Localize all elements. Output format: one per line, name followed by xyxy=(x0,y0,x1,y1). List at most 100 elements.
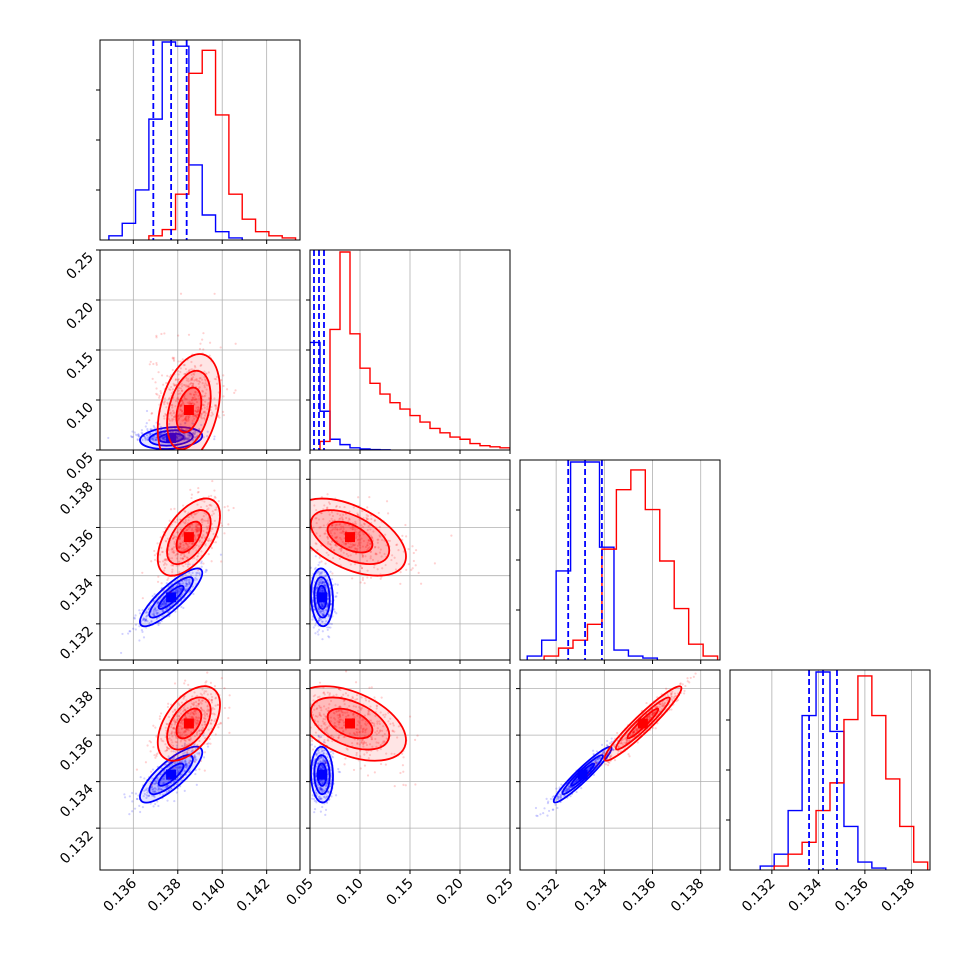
scatter-point-red xyxy=(170,392,173,395)
scatter-point-red xyxy=(361,578,364,582)
scatter-point-red xyxy=(196,413,199,416)
scatter-point-red xyxy=(181,578,184,581)
scatter-point-blue xyxy=(136,438,139,441)
scatter-point-blue xyxy=(178,587,182,590)
scatter-point-red xyxy=(172,536,175,539)
scatter-point-blue xyxy=(173,799,176,803)
scatter-point-blue xyxy=(195,783,198,786)
scatter-point-blue xyxy=(575,790,578,794)
scatter-point-red xyxy=(194,391,197,394)
scatter-point-red xyxy=(163,562,167,565)
scatter-point-red xyxy=(204,412,207,415)
scatter-point-red xyxy=(171,368,174,372)
scatter-point-red xyxy=(187,527,190,531)
scatter-point-red xyxy=(172,418,175,421)
scatter-point-red xyxy=(187,385,190,388)
scatter-point-blue xyxy=(200,565,203,568)
scatter-point-red xyxy=(190,368,194,371)
scatter-point-red xyxy=(174,378,178,381)
scatter-point-blue xyxy=(318,561,321,564)
scatter-point-blue xyxy=(195,578,198,581)
scatter-point-red xyxy=(307,524,309,526)
scatter-point-red xyxy=(171,547,174,550)
scatter-point-red xyxy=(206,405,209,408)
scatter-point-red xyxy=(354,681,358,684)
scatter-point-blue xyxy=(152,608,156,612)
scatter-point-red xyxy=(301,696,303,698)
scatter-point-blue xyxy=(606,739,609,743)
scatter-point-red xyxy=(193,364,196,368)
scatter-point-red xyxy=(359,767,362,770)
scatter-point-red xyxy=(184,417,187,420)
scatter-point-red xyxy=(184,518,187,521)
scatter-point-red xyxy=(181,389,184,392)
scatter-point-red xyxy=(194,390,197,394)
scatter-point-red xyxy=(164,527,167,530)
scatter-point-red xyxy=(213,685,217,688)
scatter-point-red xyxy=(385,500,389,503)
scatter-point-blue xyxy=(149,432,152,435)
scatter-point-red xyxy=(186,543,189,546)
scatter-point-red xyxy=(209,503,212,506)
scatter-point-red xyxy=(179,545,182,549)
scatter-point-blue xyxy=(143,437,147,440)
scatter-point-red xyxy=(162,763,166,766)
scatter-point-blue xyxy=(152,437,155,440)
scatter-point-red xyxy=(343,763,346,766)
scatter-point-red xyxy=(198,768,201,771)
scatter-point-red xyxy=(179,403,183,406)
scatter-point-blue xyxy=(186,436,189,440)
scatter-point-red xyxy=(200,417,204,420)
scatter-point-blue xyxy=(186,583,189,586)
scatter-point-red xyxy=(185,376,188,379)
scatter-point-red xyxy=(185,419,188,422)
scatter-point-blue xyxy=(161,609,164,612)
scatter-point-blue xyxy=(213,438,216,441)
scatter-point-red xyxy=(171,409,175,412)
scatter-point-red xyxy=(306,510,308,512)
scatter-point-red xyxy=(179,544,182,547)
scatter-point-blue xyxy=(159,605,162,609)
scatter-point-red xyxy=(227,509,230,512)
scatter-point-red xyxy=(220,560,223,563)
scatter-point-red xyxy=(412,559,415,563)
scatter-point-red xyxy=(185,379,188,382)
scatter-point-red xyxy=(419,582,423,585)
scatter-point-red xyxy=(278,675,280,677)
scatter-point-red xyxy=(179,415,183,418)
scatter-point-red xyxy=(192,373,196,376)
scatter-point-red xyxy=(207,397,211,400)
scatter-point-red xyxy=(187,380,190,383)
scatter-point-red xyxy=(366,774,370,777)
scatter-point-red xyxy=(233,391,236,394)
x-tick-label-0-0: 0.136 xyxy=(100,875,140,915)
scatter-point-red xyxy=(306,496,308,498)
scatter-point-red xyxy=(213,377,216,381)
scatter-point-red xyxy=(171,537,174,540)
scatter-point-red xyxy=(188,402,191,405)
x-tick-label-0-2: 0.140 xyxy=(189,876,229,916)
scatter-point-red xyxy=(181,534,184,537)
scatter-point-red xyxy=(179,367,182,370)
scatter-point-blue xyxy=(144,611,147,614)
hist-blue xyxy=(108,41,243,240)
scatter-point-red xyxy=(180,389,183,393)
scatter-point-red xyxy=(232,506,235,510)
scatter-point-red xyxy=(190,542,194,545)
scatter-point-red xyxy=(198,539,201,542)
scatter-point-red xyxy=(173,682,177,685)
scatter-point-blue xyxy=(163,600,166,603)
scatter-point-red xyxy=(223,506,226,509)
scatter-point-red xyxy=(162,414,166,418)
scatter-point-blue xyxy=(145,610,148,613)
scatter-point-blue xyxy=(165,582,168,585)
scatter-point-red xyxy=(185,384,188,387)
scatter-point-red xyxy=(379,762,383,766)
scatter-point-red xyxy=(208,737,211,741)
scatter-point-red xyxy=(200,412,203,415)
scatter-point-blue xyxy=(311,618,314,621)
scatter-point-red xyxy=(194,398,197,401)
scatter-point-blue xyxy=(161,437,165,440)
scatter-point-blue xyxy=(141,438,144,442)
scatter-point-blue xyxy=(142,636,146,639)
